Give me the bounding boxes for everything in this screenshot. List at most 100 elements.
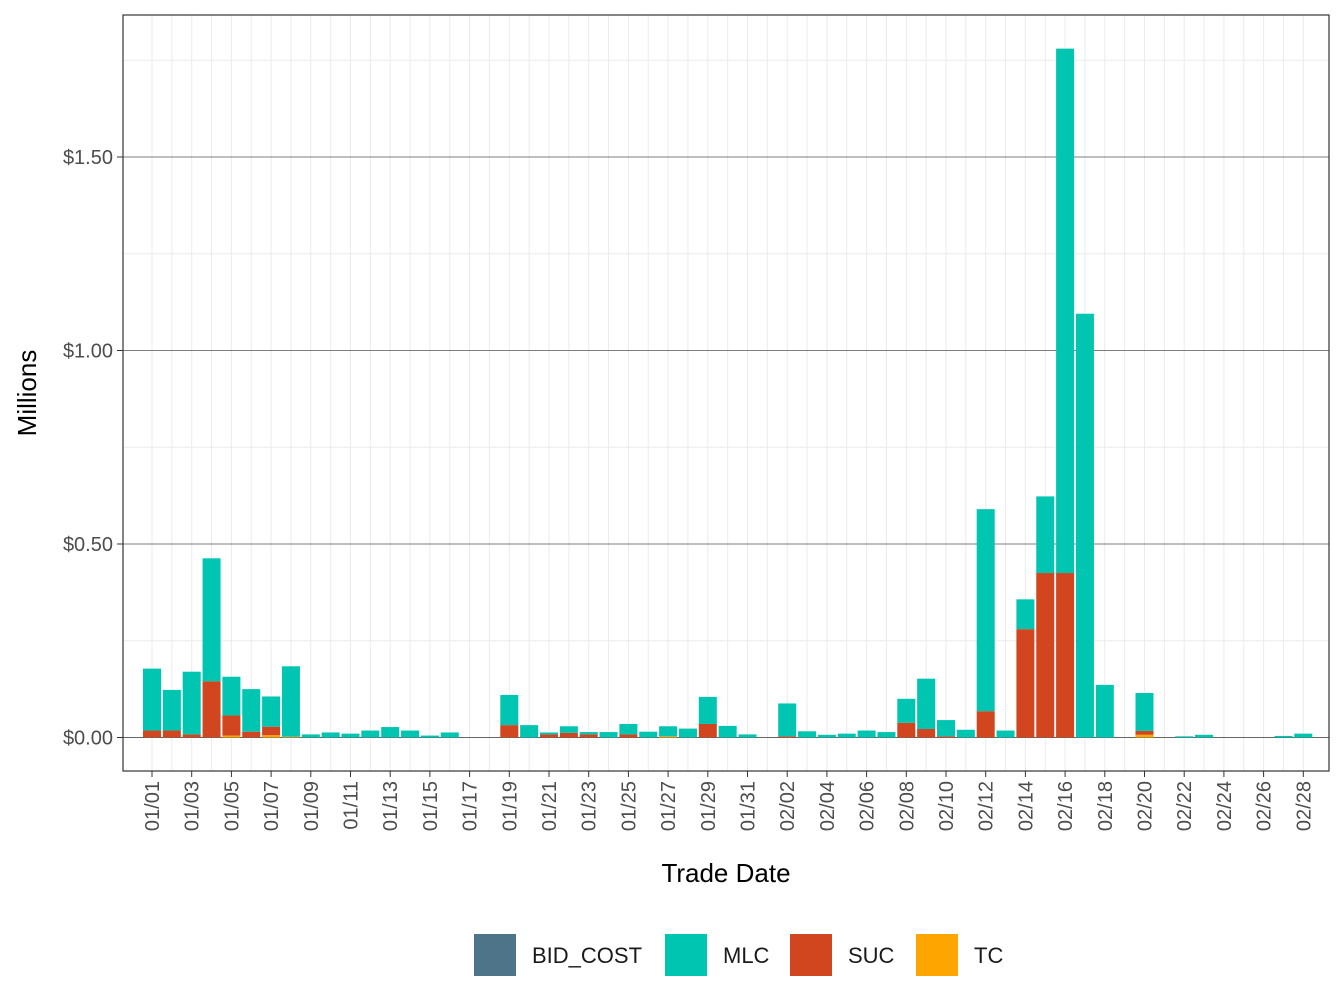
bar-mlc (1075, 313, 1094, 738)
bar-mlc (281, 666, 300, 737)
bar-suc (143, 730, 161, 738)
legend: BID_COST MLC SUC TC (474, 934, 1003, 976)
bar-suc (1036, 573, 1055, 738)
bar-suc (222, 715, 241, 736)
bar-suc (937, 736, 955, 738)
bar-tc (1135, 734, 1154, 738)
bar-suc (540, 734, 558, 738)
x-tick-label: 02/08 (896, 781, 918, 831)
bar-suc (698, 723, 717, 738)
x-tick-label: 02/20 (1135, 781, 1157, 831)
bar-mlc (778, 703, 797, 737)
bar-tc (281, 736, 300, 738)
bar-mlc (381, 727, 400, 738)
legend-item-bid-cost: BID_COST (474, 934, 642, 976)
bar-mlc (1294, 733, 1313, 738)
bar-suc (202, 681, 221, 738)
bar-suc (500, 725, 519, 738)
bar-mlc (222, 676, 241, 716)
x-tick-label: 02/22 (1174, 781, 1196, 831)
x-tick-label: 01/27 (658, 781, 680, 831)
bar-mlc (837, 733, 856, 738)
bar-mlc (1195, 734, 1214, 738)
x-tick-label: 01/31 (738, 781, 760, 831)
y-tick-label: $1.00 (63, 341, 113, 363)
bar-mlc (361, 730, 380, 738)
panel-border (122, 14, 1330, 772)
x-tick-label: 01/09 (301, 781, 323, 831)
x-tick-label: 01/03 (182, 781, 204, 831)
bar-mlc (1095, 684, 1114, 738)
bar-mlc (857, 730, 876, 738)
bar-tc (262, 735, 281, 738)
y-tick-label: $0.00 (63, 728, 113, 750)
legend-item-suc: SUC (790, 934, 895, 976)
bar-mlc (678, 728, 697, 738)
bar-mlc (698, 696, 717, 724)
bar-suc (619, 734, 638, 738)
bar-mlc (182, 671, 201, 735)
x-tick-label: 02/18 (1095, 781, 1117, 831)
panel-background (123, 15, 1329, 771)
bar-mlc (1036, 496, 1055, 574)
bar-mlc (917, 678, 936, 729)
bar-mlc (559, 726, 578, 733)
bar-suc (182, 734, 201, 738)
bar-suc (976, 711, 995, 738)
bar-suc (778, 736, 797, 738)
bar-suc (1056, 573, 1075, 738)
bar-mlc (1274, 735, 1293, 738)
bar-mlc (1056, 48, 1075, 574)
bar-mlc (401, 730, 420, 738)
legend-item-tc: TC (916, 934, 1003, 976)
bar-mlc (798, 731, 817, 738)
x-tick-label: 01/07 (261, 781, 283, 831)
x-axis-title: Trade Date (661, 858, 790, 888)
legend-swatch (665, 934, 707, 976)
x-tick-label: 02/26 (1254, 781, 1276, 831)
x-tick-label: 01/21 (539, 781, 561, 831)
bar-mlc (897, 698, 916, 723)
bar-suc (162, 730, 181, 738)
legend-swatch (790, 934, 832, 976)
bar-mlc (956, 729, 975, 738)
x-tick-label: 02/04 (817, 781, 839, 831)
x-tick-label: 02/14 (1015, 781, 1037, 831)
bar-mlc (1175, 736, 1194, 738)
bar-mlc (877, 732, 896, 738)
legend-item-mlc: MLC (665, 934, 770, 976)
legend-label: MLC (723, 943, 770, 968)
bar-mlc (659, 726, 678, 737)
bar-suc (917, 728, 936, 738)
x-tick-label: 01/19 (499, 781, 521, 831)
bar-mlc (202, 558, 221, 682)
bar-mlc (321, 732, 340, 738)
legend-label: BID_COST (532, 943, 642, 968)
y-tick-label: $0.50 (63, 534, 113, 556)
bar-suc (262, 726, 281, 736)
bar-mlc (520, 725, 539, 738)
x-tick-label: 01/01 (142, 781, 164, 831)
x-tick-label: 01/11 (341, 781, 363, 830)
bar-mlc (976, 509, 995, 712)
bar-mlc (817, 734, 836, 738)
bar-mlc (937, 720, 955, 737)
bar-mlc (738, 734, 757, 738)
bar-mlc (619, 723, 638, 735)
x-tick-label: 01/15 (420, 781, 442, 831)
bar-suc (242, 731, 261, 738)
bar-suc (579, 734, 598, 738)
legend-swatch (916, 934, 958, 976)
legend-label: TC (974, 943, 1003, 968)
bar-mlc (143, 668, 161, 731)
y-tick-label: $1.50 (63, 147, 113, 169)
bar-suc (1135, 730, 1154, 735)
bar-mlc (262, 696, 281, 727)
x-tick-label: 01/05 (221, 781, 243, 831)
bar-mlc (1135, 692, 1154, 731)
x-tick-label: 01/17 (460, 781, 482, 831)
bar-mlc (639, 731, 658, 738)
bar-mlc (420, 735, 439, 738)
x-tick-label: 01/29 (698, 781, 720, 831)
